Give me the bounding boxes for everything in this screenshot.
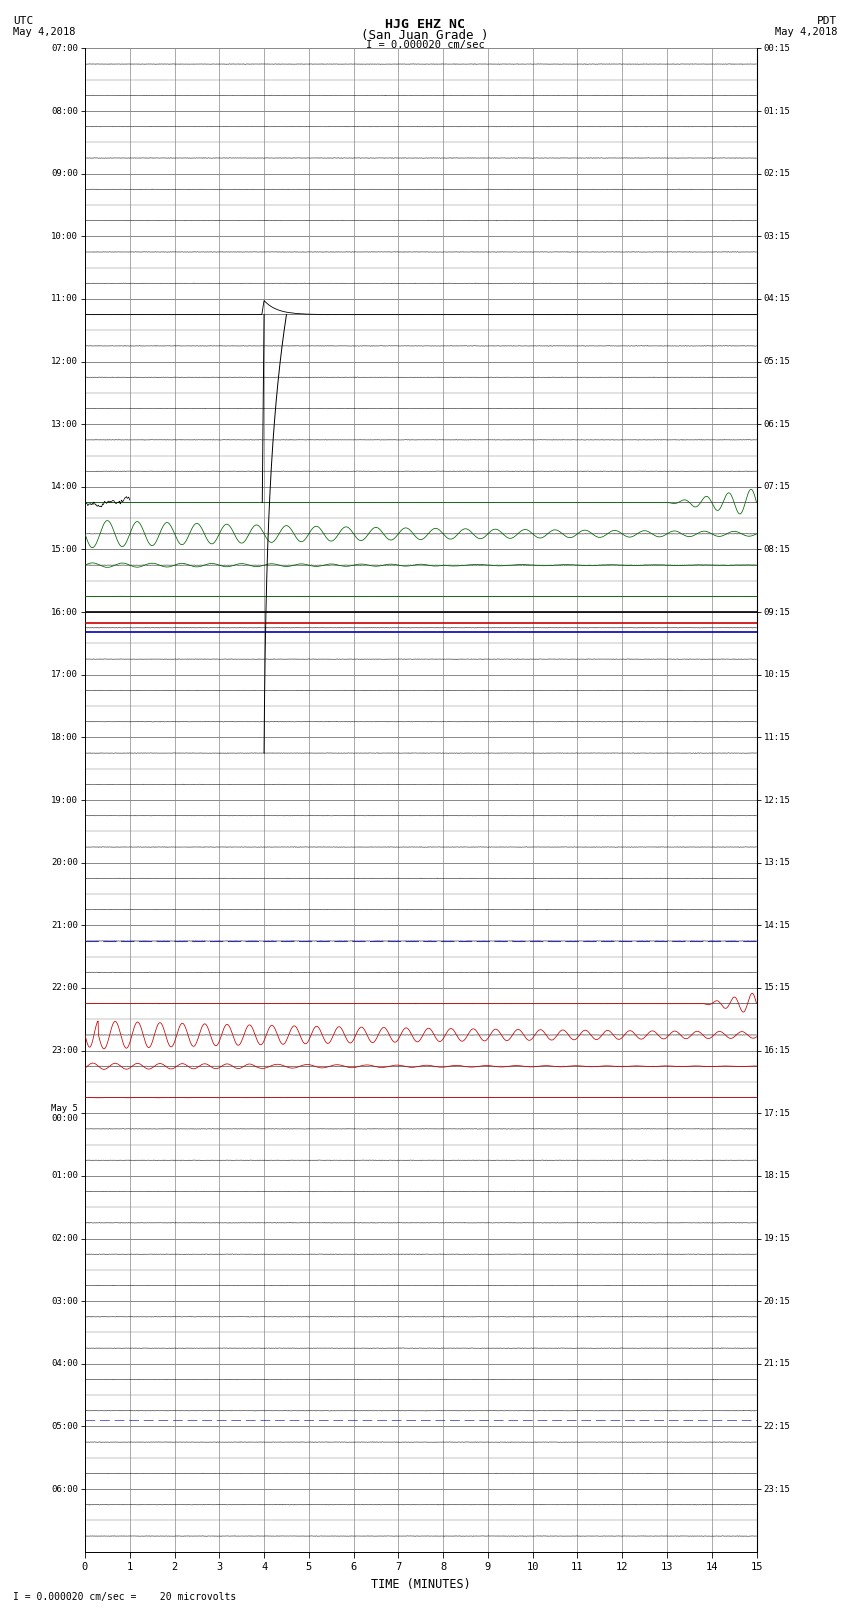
Text: (San Juan Grade ): (San Juan Grade ) [361, 29, 489, 42]
Text: May 4,2018: May 4,2018 [13, 27, 76, 37]
Text: PDT: PDT [817, 16, 837, 26]
Text: May 4,2018: May 4,2018 [774, 27, 837, 37]
Text: HJG EHZ NC: HJG EHZ NC [385, 18, 465, 31]
Text: I = 0.000020 cm/sec: I = 0.000020 cm/sec [366, 40, 484, 50]
Text: UTC: UTC [13, 16, 33, 26]
X-axis label: TIME (MINUTES): TIME (MINUTES) [371, 1578, 471, 1590]
Text: I = 0.000020 cm/sec =    20 microvolts: I = 0.000020 cm/sec = 20 microvolts [13, 1592, 236, 1602]
